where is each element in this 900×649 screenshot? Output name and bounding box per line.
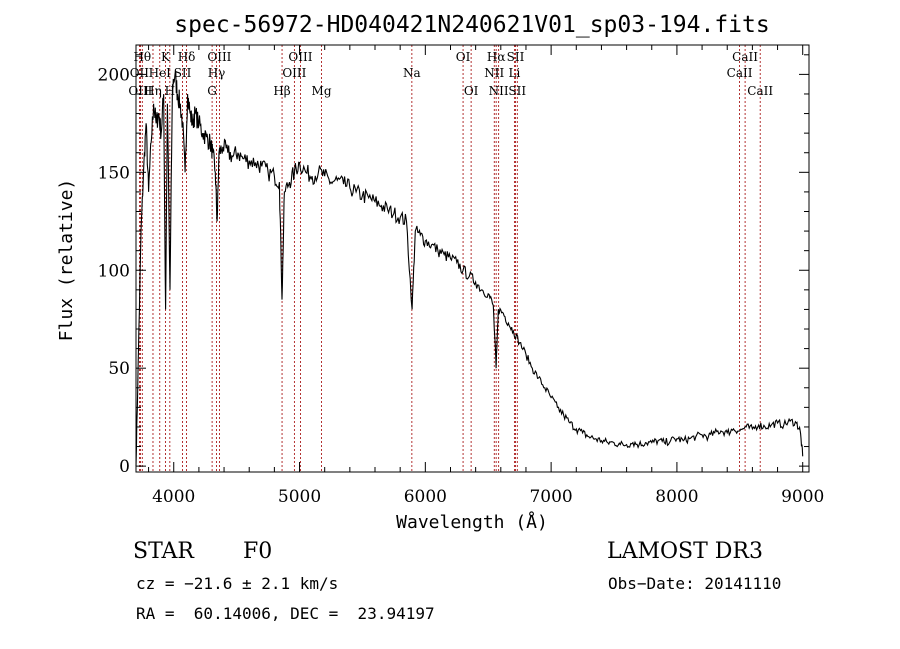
y-axis-label: Flux (relative) xyxy=(56,179,77,342)
line-marker-label: Hα xyxy=(487,50,506,64)
line-marker-label: OI xyxy=(456,50,471,64)
line-marker-label: CaII xyxy=(727,66,753,80)
line-marker-label: OIII xyxy=(288,50,312,64)
y-axis-ticks: 0 50 100 150 200 xyxy=(98,54,809,477)
line-marker-label: OIII xyxy=(128,84,152,98)
line-marker-label: SII xyxy=(174,66,192,80)
line-marker-label: H xyxy=(165,84,175,98)
y-tick-label: 0 xyxy=(119,457,130,477)
line-marker-label: K xyxy=(161,50,171,64)
x-axis-label: Wavelength (Å) xyxy=(396,511,548,533)
line-marker-label: OII xyxy=(130,66,150,80)
plot-frame xyxy=(135,44,810,473)
line-marker-label: OIII xyxy=(282,66,306,80)
obs-date: Obs−Date: 20141110 xyxy=(608,574,782,593)
y-tick-label: 150 xyxy=(98,163,130,183)
line-marker-label: SII xyxy=(508,84,526,98)
object-subclass: F0 xyxy=(243,539,273,564)
line-marker-label: NII xyxy=(484,66,504,80)
line-marker-label: CaII xyxy=(747,84,773,98)
line-marker-label: HeI xyxy=(149,66,172,80)
y-tick-label: 50 xyxy=(108,359,130,379)
x-axis-ticks: 4000 5000 6000 7000 8000 9000 xyxy=(148,45,824,507)
line-marker-label: Li xyxy=(508,66,520,80)
line-marker-label: NII xyxy=(489,84,509,98)
line-marker-label: Hθ xyxy=(133,50,151,64)
redshift-readout: cz = −21.6 ± 2.1 km/s xyxy=(136,574,339,593)
x-tick-label: 4000 xyxy=(152,487,195,507)
object-class: STAR xyxy=(133,539,194,564)
line-marker-label: G xyxy=(207,84,217,98)
line-marker-label: SII xyxy=(507,50,525,64)
y-tick-label: 100 xyxy=(98,261,130,281)
chart-title: spec-56972-HD040421N240621V01_sp03-194.f… xyxy=(174,12,769,38)
line-marker-label: Hβ xyxy=(273,84,290,98)
spectrum-line xyxy=(135,70,804,467)
line-markers xyxy=(138,45,761,472)
x-tick-label: 8000 xyxy=(655,487,698,507)
x-tick-label: 6000 xyxy=(404,487,447,507)
x-tick-label: 7000 xyxy=(529,487,572,507)
line-marker-label: OI xyxy=(464,84,479,98)
line-marker-label: Na xyxy=(403,66,421,80)
line-marker-label: OIII xyxy=(207,50,231,64)
x-tick-label: 5000 xyxy=(278,487,321,507)
line-marker-label: Hγ xyxy=(208,66,226,80)
y-tick-label: 200 xyxy=(98,65,130,85)
line-marker-label: Hδ xyxy=(178,50,196,64)
coordinates: RA = 60.14006, DEC = 23.94197 xyxy=(136,604,435,623)
line-marker-label: Mg xyxy=(312,84,332,98)
line-marker-label: CaII xyxy=(732,50,758,64)
survey-name: LAMOST DR3 xyxy=(607,539,763,564)
x-tick-label: 9000 xyxy=(781,487,824,507)
line-marker-label: Hη xyxy=(144,84,162,98)
